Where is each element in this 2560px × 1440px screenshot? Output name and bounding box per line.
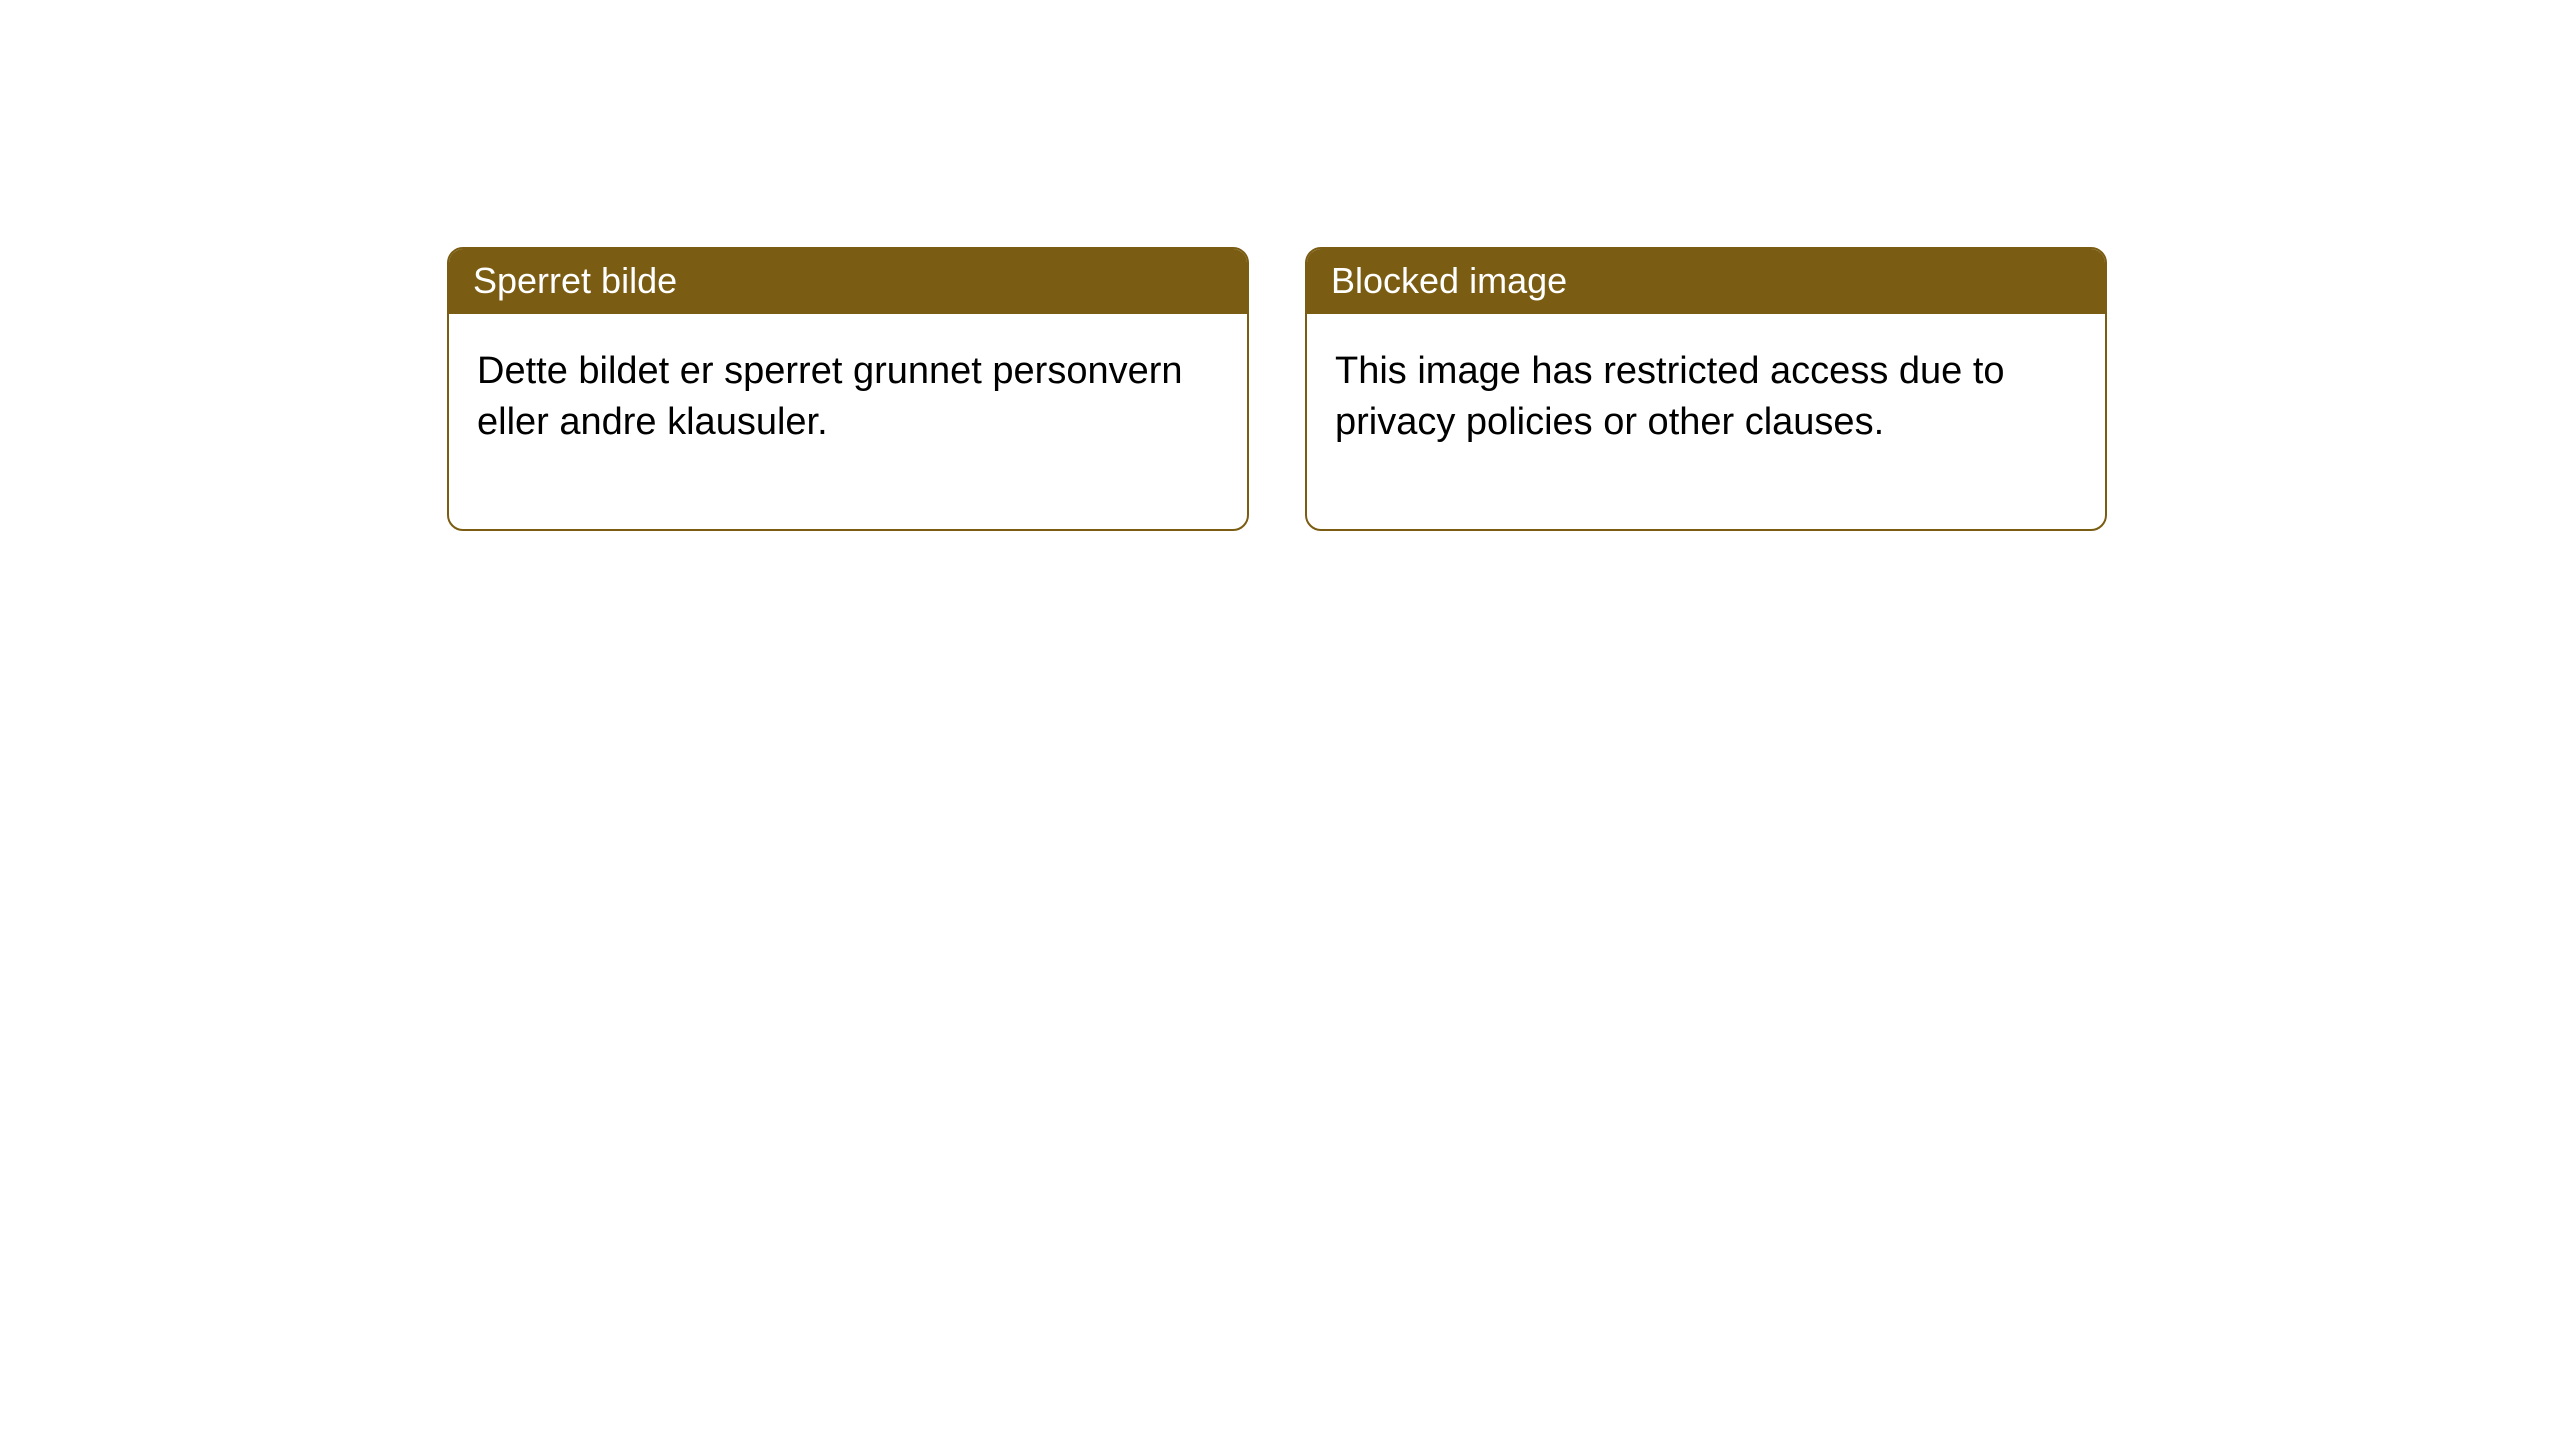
notice-box-english: Blocked image This image has restricted …	[1305, 247, 2107, 531]
notice-header-english: Blocked image	[1307, 249, 2105, 314]
notice-body-english: This image has restricted access due to …	[1307, 314, 2105, 529]
notice-body-norwegian: Dette bildet er sperret grunnet personve…	[449, 314, 1247, 529]
notice-box-norwegian: Sperret bilde Dette bildet er sperret gr…	[447, 247, 1249, 531]
notice-container: Sperret bilde Dette bildet er sperret gr…	[447, 247, 2107, 531]
notice-header-norwegian: Sperret bilde	[449, 249, 1247, 314]
